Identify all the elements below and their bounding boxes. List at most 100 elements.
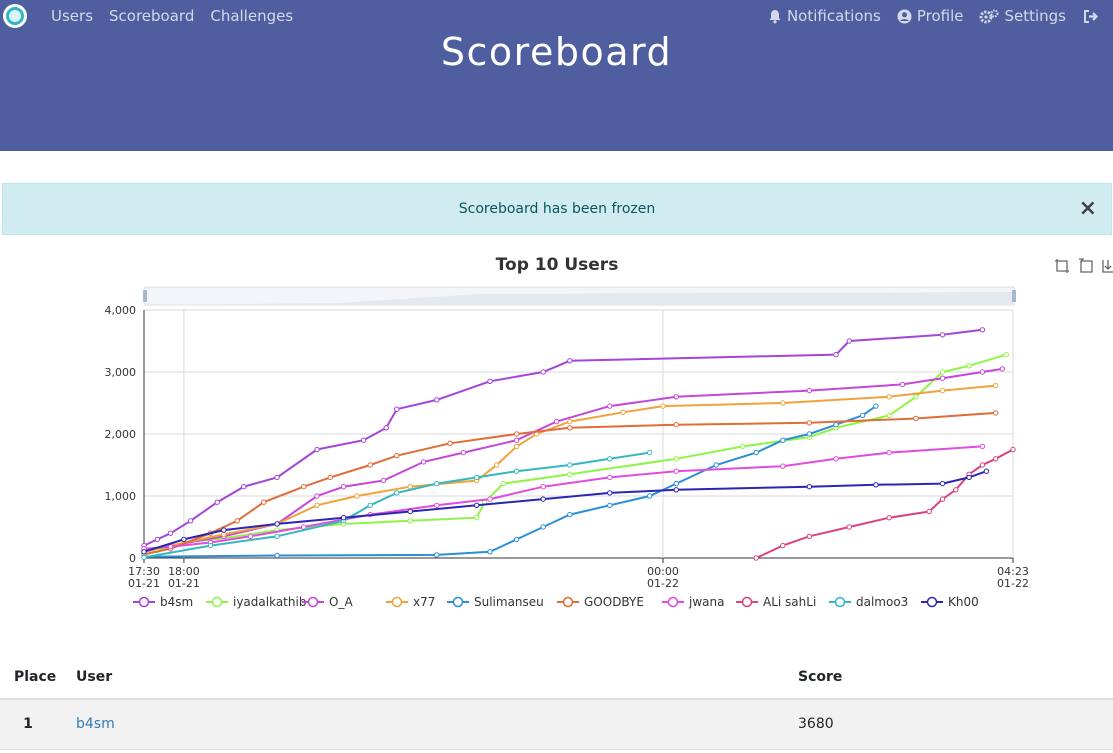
data-point[interactable] — [953, 487, 959, 493]
data-point[interactable] — [513, 431, 520, 437]
data-point[interactable] — [247, 533, 254, 539]
data-point[interactable] — [567, 511, 573, 518]
data-point[interactable] — [806, 431, 813, 437]
data-point[interactable] — [274, 474, 280, 481]
data-point[interactable] — [859, 412, 866, 419]
data-point[interactable] — [241, 484, 247, 490]
series-b4sm[interactable] — [141, 327, 986, 549]
data-point[interactable] — [487, 378, 493, 385]
data-point[interactable] — [407, 508, 413, 515]
data-point[interactable] — [926, 508, 932, 515]
data-point[interactable] — [141, 554, 147, 561]
data-point[interactable] — [780, 437, 786, 443]
data-point[interactable] — [187, 518, 194, 524]
data-point[interactable] — [780, 542, 786, 549]
data-point[interactable] — [607, 403, 613, 409]
data-point[interactable] — [913, 394, 919, 400]
data-point[interactable] — [620, 409, 626, 416]
data-point[interactable] — [673, 468, 679, 474]
data-point[interactable] — [607, 502, 613, 508]
data-point[interactable] — [673, 487, 679, 493]
series-kh00[interactable] — [141, 468, 990, 555]
data-point[interactable] — [394, 406, 400, 412]
data-point[interactable] — [314, 446, 320, 453]
data-point[interactable] — [181, 536, 187, 543]
data-point[interactable] — [314, 493, 320, 499]
data-point[interactable] — [939, 480, 946, 487]
legend-item[interactable]: b4sm — [133, 595, 193, 609]
data-point[interactable] — [513, 536, 520, 543]
series-x77[interactable] — [141, 382, 999, 555]
data-point[interactable] — [753, 555, 759, 561]
data-point[interactable] — [474, 515, 480, 521]
data-point[interactable] — [846, 524, 852, 530]
zoom-reset-icon[interactable] — [1077, 258, 1093, 274]
data-point[interactable] — [993, 410, 999, 416]
data-point[interactable] — [939, 332, 946, 338]
data-point[interactable] — [567, 462, 573, 468]
data-point[interactable] — [274, 533, 280, 539]
data-point[interactable] — [340, 515, 347, 521]
data-point[interactable] — [340, 484, 347, 490]
zoom-select-icon[interactable] — [1054, 258, 1070, 274]
legend-item[interactable]: dalmoo3 — [829, 595, 908, 609]
nav-settings-link[interactable]: Settings — [979, 6, 1066, 26]
data-point[interactable] — [979, 443, 986, 450]
data-point[interactable] — [993, 456, 999, 462]
data-point[interactable] — [314, 502, 320, 508]
data-point[interactable] — [780, 400, 786, 406]
nav-notifications-link[interactable]: Notifications — [768, 6, 881, 26]
series-dalmoo3[interactable] — [141, 449, 653, 561]
data-point[interactable] — [167, 544, 174, 550]
data-point[interactable] — [886, 515, 892, 521]
data-point[interactable] — [886, 412, 892, 419]
user-link[interactable]: b4sm — [76, 716, 115, 733]
data-point[interactable] — [540, 369, 546, 375]
data-point[interactable] — [966, 474, 972, 481]
data-point[interactable] — [567, 471, 573, 478]
data-point[interactable] — [407, 484, 413, 490]
data-point[interactable] — [806, 420, 813, 426]
data-point[interactable] — [434, 552, 440, 558]
data-point[interactable] — [873, 482, 879, 488]
data-point[interactable] — [607, 490, 613, 496]
data-point[interactable] — [567, 358, 573, 364]
legend-item[interactable]: Kh00 — [921, 595, 979, 609]
legend-item[interactable]: O_A — [302, 595, 353, 609]
data-point[interactable] — [487, 496, 493, 502]
data-point[interactable] — [420, 459, 427, 465]
data-point[interactable] — [567, 418, 573, 425]
nav-profile-link[interactable]: Profile — [897, 6, 963, 26]
data-point[interactable] — [434, 480, 440, 487]
data-point[interactable] — [979, 327, 986, 333]
data-point[interactable] — [753, 449, 759, 456]
zoom-handle-right[interactable] — [1012, 290, 1016, 302]
data-point[interactable] — [913, 415, 919, 422]
data-point[interactable] — [474, 474, 480, 481]
data-point[interactable] — [833, 422, 839, 428]
alert-close-button[interactable]: × — [1078, 196, 1097, 221]
data-point[interactable] — [167, 530, 174, 536]
data-point[interactable] — [513, 443, 520, 450]
data-point[interactable] — [154, 536, 161, 543]
data-point[interactable] — [673, 394, 679, 400]
data-point[interactable] — [806, 484, 813, 490]
data-point[interactable] — [141, 549, 147, 555]
data-point[interactable] — [513, 437, 520, 443]
legend-item[interactable]: ALi sahLi — [736, 595, 816, 609]
nav-scoreboard-link[interactable]: Scoreboard — [109, 7, 195, 25]
data-point[interactable] — [301, 484, 307, 490]
data-point[interactable] — [979, 462, 986, 468]
data-point[interactable] — [460, 449, 467, 456]
nav-users-link[interactable]: Users — [51, 7, 94, 25]
data-point[interactable] — [939, 369, 946, 375]
data-point[interactable] — [873, 403, 879, 409]
data-point[interactable] — [360, 437, 367, 443]
data-point[interactable] — [380, 477, 387, 484]
data-point[interactable] — [367, 462, 373, 468]
data-point[interactable] — [207, 542, 214, 549]
ctfd-logo-icon[interactable] — [3, 4, 27, 28]
data-point[interactable] — [567, 425, 573, 431]
data-point[interactable] — [806, 387, 813, 394]
data-point[interactable] — [607, 474, 613, 481]
